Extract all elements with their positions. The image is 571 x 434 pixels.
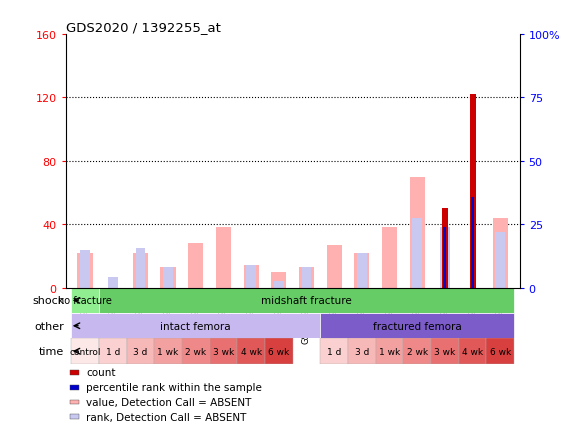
Text: 3 d: 3 d <box>355 347 369 356</box>
Bar <box>78 253 93 288</box>
Text: 2 wk: 2 wk <box>407 347 428 356</box>
Bar <box>80 250 90 288</box>
Bar <box>71 339 99 364</box>
Bar <box>327 245 342 288</box>
Bar <box>301 267 311 288</box>
Bar <box>163 267 173 288</box>
Bar <box>486 339 514 364</box>
Bar <box>182 339 210 364</box>
Bar <box>133 253 148 288</box>
Bar <box>238 339 265 364</box>
Text: 4 wk: 4 wk <box>240 347 262 356</box>
Text: no fracture: no fracture <box>58 296 112 306</box>
Bar <box>160 267 176 288</box>
Text: other: other <box>34 321 65 331</box>
Text: time: time <box>39 346 65 356</box>
Bar <box>210 339 238 364</box>
Text: 3 wk: 3 wk <box>213 347 234 356</box>
Text: percentile rank within the sample: percentile rank within the sample <box>86 382 262 392</box>
Text: GDS2020 / 1392255_at: GDS2020 / 1392255_at <box>66 20 220 33</box>
Bar <box>70 385 79 390</box>
Text: 3 d: 3 d <box>133 347 147 356</box>
Text: intact femora: intact femora <box>160 321 231 331</box>
Bar <box>299 267 314 288</box>
Bar <box>71 288 99 313</box>
Text: 4 wk: 4 wk <box>462 347 483 356</box>
Bar <box>496 233 505 288</box>
Bar <box>70 370 79 375</box>
Text: fractured femora: fractured femora <box>373 321 461 331</box>
Text: shock: shock <box>32 296 65 306</box>
Bar <box>471 198 474 288</box>
Bar <box>444 228 447 288</box>
Bar <box>271 272 287 288</box>
Bar <box>354 253 369 288</box>
Bar <box>409 177 425 288</box>
Text: midshaft fracture: midshaft fracture <box>261 296 352 306</box>
Bar <box>469 95 476 288</box>
Bar <box>357 253 367 288</box>
Bar <box>188 243 203 288</box>
Text: 2 wk: 2 wk <box>185 347 206 356</box>
Bar <box>265 339 293 364</box>
Bar <box>135 248 145 288</box>
Bar <box>127 339 154 364</box>
Text: count: count <box>86 368 115 378</box>
Bar <box>459 339 486 364</box>
Bar <box>216 228 231 288</box>
Text: 1 wk: 1 wk <box>158 347 179 356</box>
Text: 1 wk: 1 wk <box>379 347 400 356</box>
Text: 1 d: 1 d <box>327 347 341 356</box>
Bar <box>108 277 118 288</box>
Bar <box>246 266 256 288</box>
Bar <box>376 339 403 364</box>
Bar <box>493 218 508 288</box>
Bar <box>348 339 376 364</box>
Bar <box>99 339 127 364</box>
Bar <box>320 313 514 339</box>
Bar <box>71 313 320 339</box>
Bar <box>382 228 397 288</box>
Bar <box>154 339 182 364</box>
Text: 1 d: 1 d <box>106 347 120 356</box>
Text: 3 wk: 3 wk <box>435 347 456 356</box>
Bar <box>440 228 450 288</box>
Text: control: control <box>69 347 101 356</box>
Bar <box>403 339 431 364</box>
Bar <box>243 266 259 288</box>
Text: value, Detection Call = ABSENT: value, Detection Call = ABSENT <box>86 397 251 407</box>
Bar <box>431 339 459 364</box>
Bar <box>70 414 79 419</box>
Text: 6 wk: 6 wk <box>489 347 511 356</box>
Text: rank, Detection Call = ABSENT: rank, Detection Call = ABSENT <box>86 412 247 422</box>
Bar <box>412 218 422 288</box>
Bar <box>70 400 79 404</box>
Bar <box>274 282 284 288</box>
Bar <box>442 209 448 288</box>
Bar <box>320 339 348 364</box>
Text: 6 wk: 6 wk <box>268 347 289 356</box>
